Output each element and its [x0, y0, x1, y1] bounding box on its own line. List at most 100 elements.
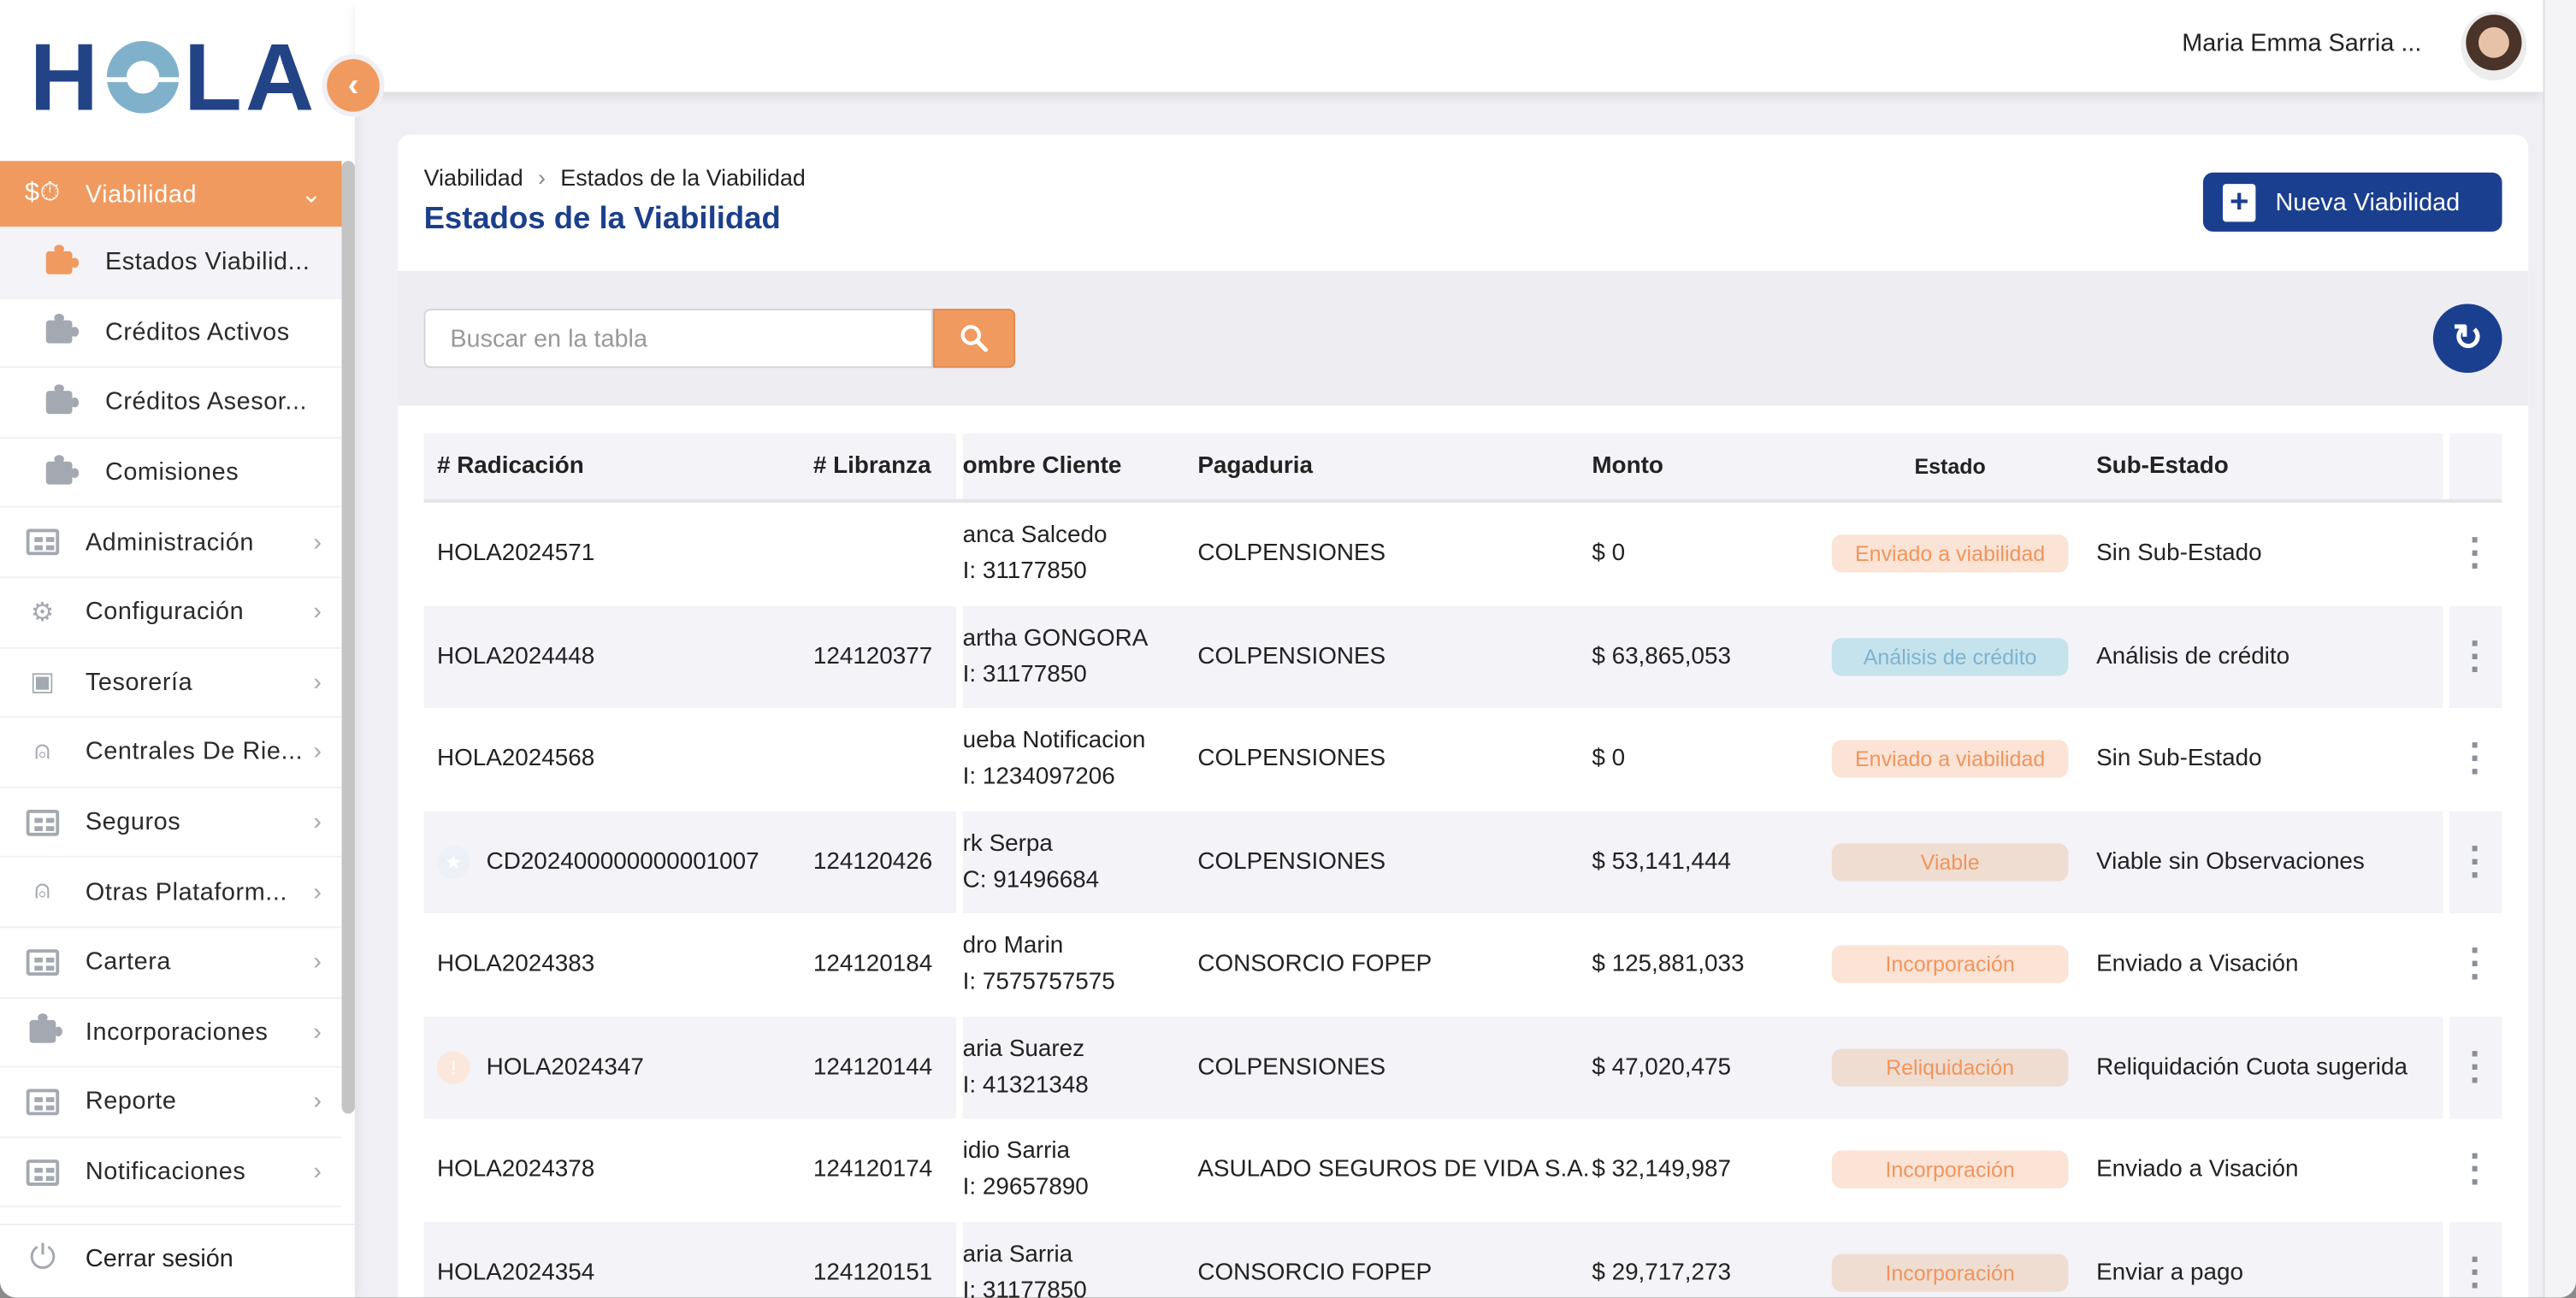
sidebar-item[interactable]: Administración › [0, 508, 342, 579]
column-divider [2443, 913, 2450, 1017]
more-options-icon[interactable]: · · · [2469, 1135, 2482, 1203]
sidebar-item-label: Administración [85, 528, 254, 557]
cliente-cell: dro Marin I: 7575757575 [963, 929, 1185, 1001]
column-header[interactable]: ombre Cliente [962, 453, 1122, 480]
new-viabilidad-label: Nueva Viabilidad [2275, 187, 2461, 216]
column-header[interactable]: Monto [1592, 453, 1663, 480]
table-row[interactable]: ! HOLA2024347 124120144 aria Suarez I: 41321… [423, 1016, 2502, 1119]
cliente-doc: I: 29657890 [962, 1174, 1089, 1201]
cliente-name: rk Serpa [962, 830, 1053, 858]
viabilidad-table: # Radicación # Libranza ombre Cliente Pagad… [423, 434, 2502, 1298]
sidebar-item[interactable]: Incorporaciones › [0, 998, 342, 1068]
more-options-icon[interactable]: · · · [2469, 1032, 2482, 1100]
gear-icon: ⚙ [30, 599, 56, 628]
chevron-right-icon: › [313, 598, 322, 627]
avatar[interactable] [2461, 11, 2527, 81]
sidebar-subitem[interactable]: Créditos Activos [0, 298, 342, 369]
more-options-icon[interactable]: · · · [2469, 929, 2482, 998]
column-divider [2443, 605, 2450, 708]
new-viabilidad-button[interactable]: + Nueva Viabilidad [2202, 172, 2502, 232]
more-options-icon[interactable]: · · · [2469, 724, 2482, 793]
sidebar: H LA $⏱ Viabilidad ⌄ Estados Viabilid... C… [0, 0, 355, 1298]
table-row[interactable]: HOLA2024448 124120377 artha GONGORA I: 3117… [423, 605, 2502, 708]
sidebar-item[interactable]: ▣ Tesorería › [0, 648, 342, 718]
page-title: Estados de la Viabilidad [423, 202, 781, 237]
sidebar-item[interactable]: ⚙ Configuración › [0, 578, 342, 648]
table-row[interactable]: HOLA2024568 ueba Notificacion I: 123409720… [424, 707, 2502, 811]
chevron-right-icon: › [313, 1018, 322, 1047]
monto-cell: $ 125,881,033 [1592, 951, 1745, 978]
cliente-name: idio Sarria [962, 1138, 1071, 1165]
radicacion-cell: HOLA2024448 [437, 644, 594, 670]
cliente-name: dro Marin [962, 933, 1064, 960]
sidebar-item-label: Tesorería [85, 668, 193, 697]
sidebar-item[interactable]: Seguros › [0, 788, 342, 858]
more-options-icon[interactable]: · · · [2469, 1237, 2482, 1298]
breadcrumb-item[interactable]: Viabilidad [423, 164, 523, 191]
sidebar-group-viabilidad[interactable]: $⏱ Viabilidad ⌄ [0, 161, 342, 229]
chevron-right-icon: › [313, 1088, 322, 1117]
column-divider [955, 1118, 963, 1222]
sidebar-subitem-label: Créditos Activos [104, 318, 290, 347]
window-scrollbar[interactable] [2543, 0, 2576, 1298]
column-divider [2443, 810, 2450, 914]
status-badge: Reliquidación [1831, 1048, 2069, 1087]
radicacion-text: HOLA2024383 [436, 951, 595, 978]
table-row[interactable]: HOLA2024378 124120174 idio Sarria I: 296578… [424, 1118, 2502, 1222]
sidebar-item[interactable]: Reporte › [0, 1068, 342, 1138]
cliente-cell: anca Salcedo I: 31177850 [963, 518, 1185, 591]
column-header[interactable]: # Libranza [812, 453, 931, 480]
more-options-icon[interactable]: · · · [2469, 622, 2482, 690]
column-divider [955, 434, 963, 499]
sidebar-subitem[interactable]: Créditos Asesor... [0, 369, 342, 439]
sidebar-item-label: Configuración [85, 598, 245, 627]
sidebar-item[interactable]: Cartera › [0, 928, 342, 999]
column-header[interactable]: Pagaduria [1197, 453, 1314, 480]
radicacion-text: HOLA2024568 [436, 746, 595, 773]
search-button[interactable] [933, 309, 1016, 369]
sidebar-subitem-label: Estados Viabilid... [104, 248, 310, 277]
cliente-doc: I: 41321348 [962, 1071, 1089, 1099]
status-badge: Incorporación [1831, 1151, 2069, 1189]
logout-button[interactable]: ⏻ Cerrar sesión [0, 1224, 355, 1293]
chevron-right-icon: › [313, 528, 322, 557]
grid-icon [26, 528, 60, 558]
search-icon [960, 325, 989, 352]
radicacion-text: HOLA2024347 [486, 1053, 644, 1081]
column-header[interactable]: Estado [1914, 454, 1986, 479]
grid-shape [26, 809, 60, 835]
table-row[interactable]: HOLA2024571 anca Salcedo I: 31177850 COLPEN… [424, 502, 2502, 605]
puzzle-icon [43, 244, 80, 278]
chevron-right-icon: › [313, 668, 322, 697]
grid-icon [26, 1157, 60, 1187]
sidebar-scrollbar[interactable] [341, 161, 355, 1114]
column-divider [2443, 434, 2450, 499]
user-name[interactable]: Maria Emma Sarria ... [2182, 29, 2422, 58]
puzzle-icon [43, 454, 80, 487]
sidebar-item[interactable]: ⍝ Centrales De Rie... › [0, 718, 342, 788]
column-header[interactable]: Sub-Estado [2096, 453, 2229, 480]
monto-cell: $ 0 [1592, 746, 1626, 773]
search-input[interactable] [423, 309, 934, 369]
plus-icon: + [2222, 183, 2256, 221]
table-row[interactable]: ★ CD202400000000001007 124120426 rk Serpa C:… [423, 810, 2502, 914]
table-row[interactable]: HOLA2024354 124120151 aria Sarria I: 311778… [423, 1221, 2502, 1298]
cliente-doc: I: 1234097206 [962, 764, 1115, 791]
more-options-icon[interactable]: · · · [2469, 827, 2482, 895]
breadcrumb-item: Estados de la Viabilidad [560, 164, 806, 191]
puzzle-icon [27, 1013, 62, 1047]
sidebar-subitem[interactable]: Comisiones [0, 438, 342, 509]
sidebar-subitem[interactable]: Estados Viabilid... [0, 228, 342, 298]
column-header[interactable]: # Radicación [436, 453, 584, 480]
sidebar-item[interactable]: Notificaciones › [0, 1138, 342, 1208]
collapse-sidebar-button[interactable]: ‹ [322, 54, 385, 117]
radicacion-cell: HOLA2024571 [437, 540, 594, 567]
table-row[interactable]: HOLA2024383 124120184 dro Marin I: 75757575… [424, 913, 2502, 1017]
pagaduria-cell: CONSORCIO FOPEP [1197, 1259, 1433, 1286]
more-options-icon[interactable]: · · · [2469, 519, 2482, 587]
sidebar-item[interactable]: ⍝ Otras Plataform... › [0, 858, 342, 929]
refresh-button[interactable]: ↻ [2432, 304, 2502, 374]
sub-estado-cell: Reliquidación Cuota sugerida [2096, 1053, 2408, 1081]
hola-logo[interactable]: H LA [29, 23, 318, 131]
chevron-right-icon: › [313, 947, 322, 976]
